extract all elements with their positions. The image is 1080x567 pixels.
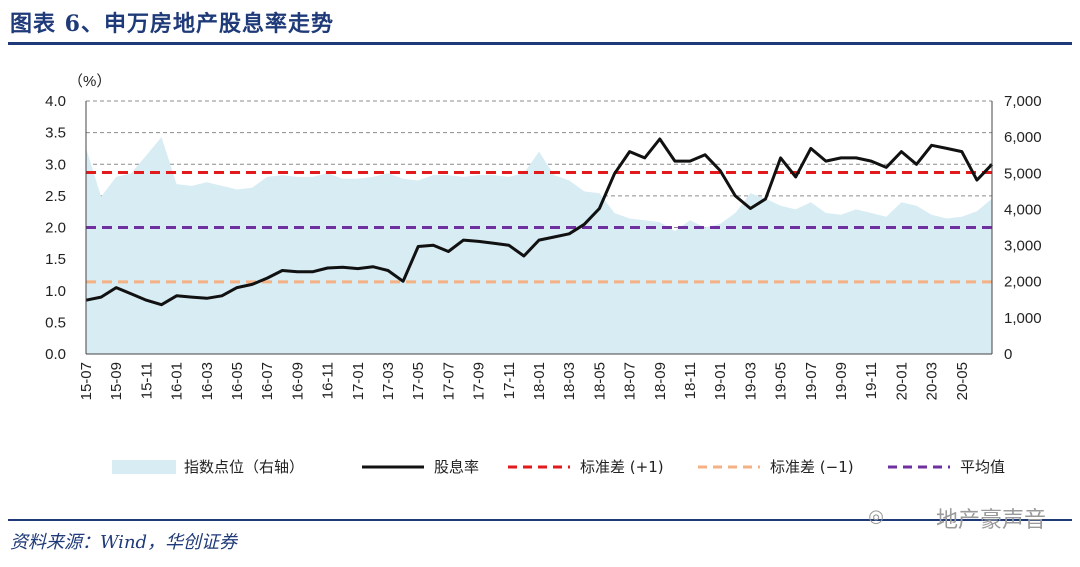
x-tick-label: 18-11: [682, 362, 699, 399]
x-tick-label: 20-03: [924, 362, 941, 400]
x-tick-label: 15-11: [138, 362, 155, 399]
index-area-series: [86, 137, 992, 354]
x-tick-label: 18-07: [622, 362, 639, 400]
left-tick-label: 1.0: [45, 283, 66, 300]
x-tick-label: 16-03: [199, 362, 216, 400]
x-tick-label: 16-05: [229, 362, 246, 400]
x-tick-label: 19-07: [803, 362, 820, 400]
x-tick-label: 16-09: [289, 362, 306, 400]
right-tick-label: 3,000: [1004, 238, 1042, 255]
x-tick-label: 17-03: [380, 362, 397, 400]
wechat-icon: ◎: [868, 506, 884, 527]
header-rule: [8, 42, 1072, 45]
x-tick-label: 17-11: [501, 362, 518, 399]
x-tick-label: 17-09: [471, 362, 488, 400]
x-tick-label: 15-07: [78, 362, 95, 400]
right-tick-label: 7,000: [1004, 93, 1042, 110]
right-tick-label: 6,000: [1004, 129, 1042, 146]
legend-label: 平均值: [960, 458, 1005, 476]
legend-swatch-index: [112, 460, 176, 474]
legend: 指数点位（右轴） 股息率 标准差 (+1) 标准差 (−1) 平均值: [112, 458, 1005, 476]
right-tick-label: 5,000: [1004, 165, 1042, 182]
left-tick-label: 3.0: [45, 156, 66, 173]
footer-rule: [8, 519, 1072, 521]
x-tick-label: 16-01: [169, 362, 186, 400]
x-tick-label: 17-05: [410, 362, 427, 400]
x-tick-label: 15-09: [108, 362, 125, 400]
left-tick-label: 4.0: [45, 93, 66, 110]
legend-label: 指数点位（右轴）: [184, 458, 304, 476]
page-title: 图表 6、申万房地产股息率走势: [10, 11, 334, 37]
right-tick-label: 4,000: [1004, 201, 1042, 218]
source-note: 资料来源：Wind，华创证券: [10, 532, 238, 553]
x-tick-label: 19-09: [833, 362, 850, 400]
left-axis-unit-label: （%）: [68, 73, 111, 90]
right-tick-label: 0: [1004, 346, 1012, 363]
right-tick-label: 1,000: [1004, 310, 1042, 327]
x-tick-label: 18-01: [531, 362, 548, 400]
left-tick-label: 2.0: [45, 220, 66, 237]
x-tick-label: 16-07: [259, 362, 276, 400]
left-tick-label: 0.5: [45, 314, 66, 331]
right-tick-label: 2,000: [1004, 274, 1042, 291]
x-tick-label: 19-05: [773, 362, 790, 400]
x-tick-label: 19-03: [742, 362, 759, 400]
left-tick-label: 2.5: [45, 188, 66, 205]
left-tick-label: 3.5: [45, 125, 66, 142]
x-tick-label: 19-11: [863, 362, 880, 399]
dividend-yield-line: [85, 137, 994, 307]
x-tick-label: 18-09: [652, 362, 669, 400]
x-tick-label: 20-01: [893, 362, 910, 400]
left-tick-label: 0.0: [45, 346, 66, 363]
x-tick-label: 17-01: [350, 362, 367, 400]
x-tick-label: 20-05: [954, 362, 971, 400]
x-tick-label: 19-01: [712, 362, 729, 400]
plot-area: 4.0 3.5 3.0 2.5 2.0 1.5 1.0 0.5 0.0 7,000 6,000 5,0…: [45, 93, 1041, 400]
watermark: 地产豪声音: [935, 508, 1046, 533]
legend-label: 股息率: [434, 458, 479, 476]
x-tick-label: 17-07: [440, 362, 457, 400]
legend-label: 标准差 (−1): [770, 458, 854, 476]
x-tick-label: 18-03: [561, 362, 578, 400]
left-tick-label: 1.5: [45, 251, 66, 268]
x-tick-label: 16-11: [320, 362, 337, 399]
x-tick-label: 18-05: [591, 362, 608, 400]
legend-label: 标准差 (+1): [580, 458, 664, 476]
